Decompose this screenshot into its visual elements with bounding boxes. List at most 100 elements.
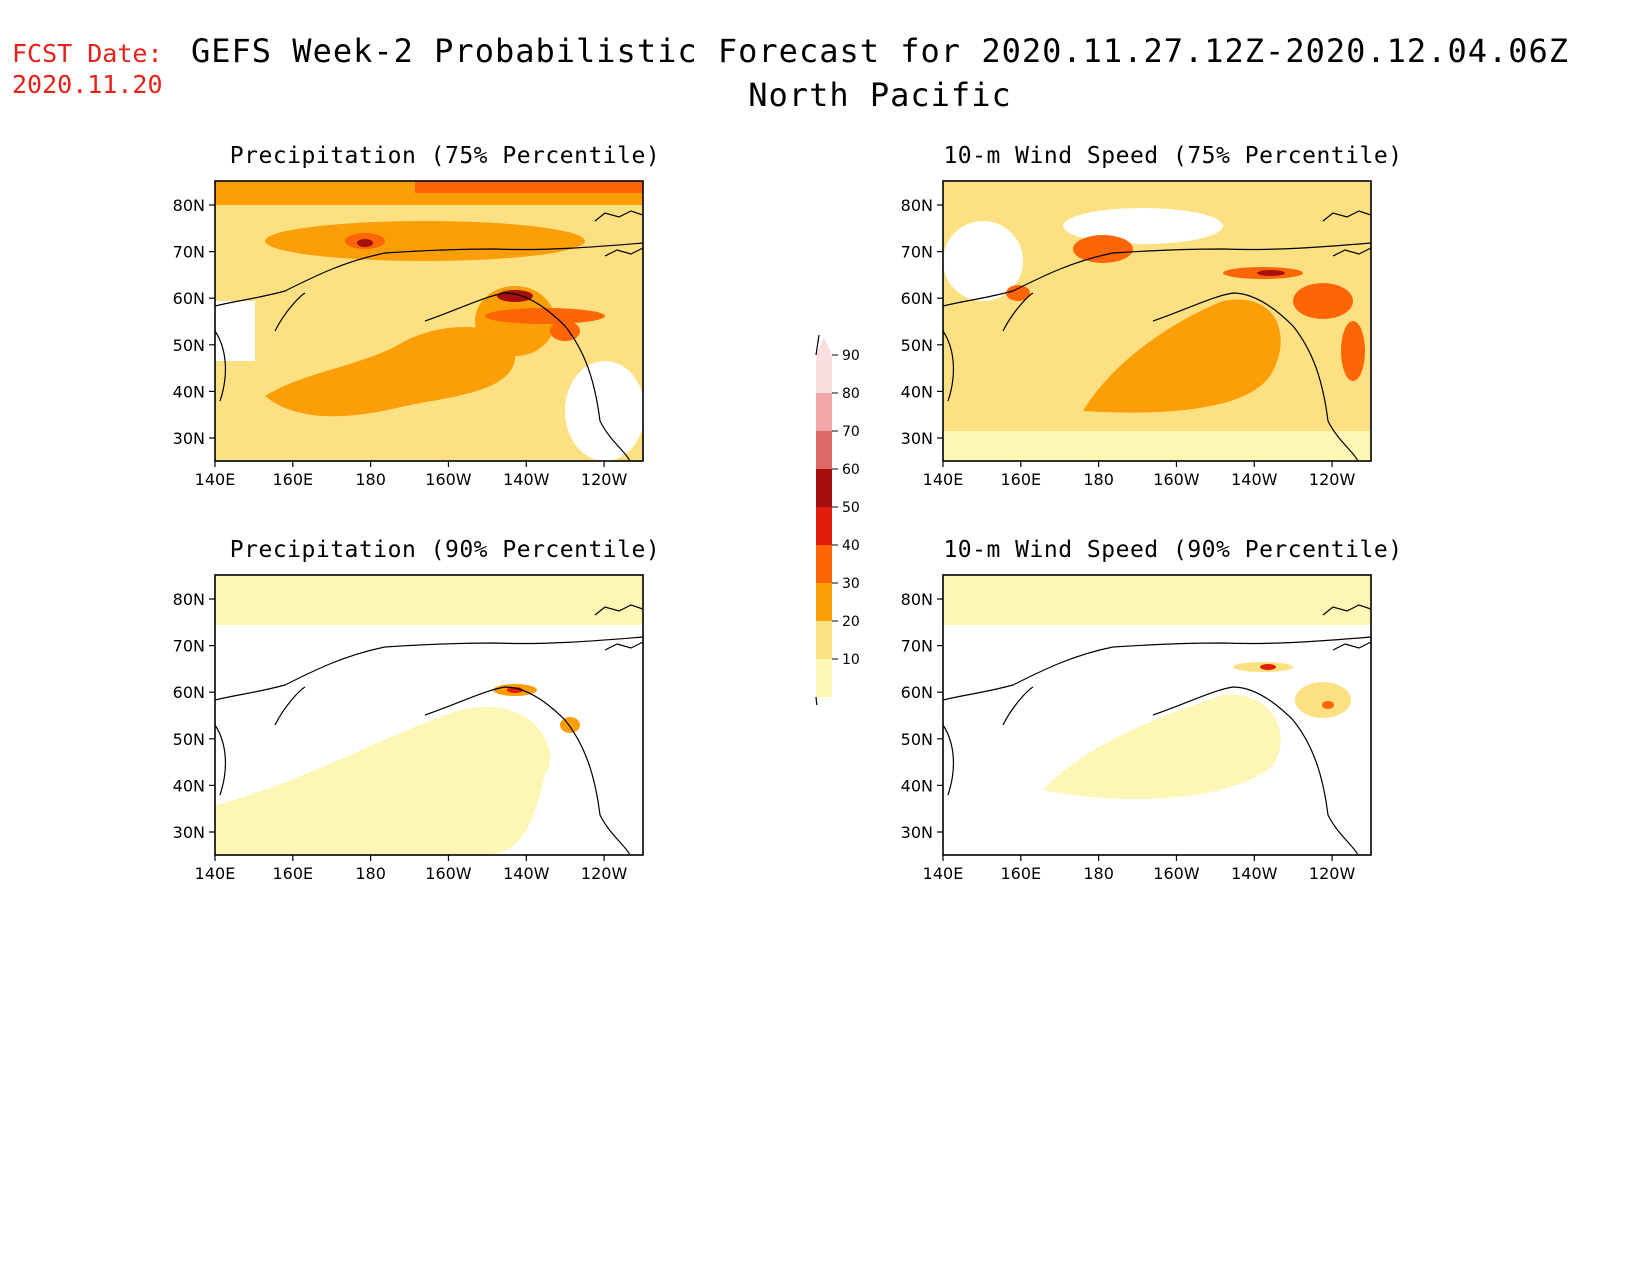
lat-label: 50N — [901, 730, 933, 749]
coastline — [1002, 292, 1034, 332]
legend-swatch — [816, 393, 832, 431]
lon-label: 160W — [1153, 470, 1200, 489]
lat-label: 60N — [901, 683, 933, 702]
lon-label: 180 — [355, 470, 386, 489]
lon-label: 160E — [272, 470, 313, 489]
coastline — [274, 686, 306, 726]
map-plot: 80N 70N 60N 50N 40N 30N 140E 160E 180 160W 140W 120… — [173, 180, 644, 489]
shade-40-east — [1293, 283, 1353, 319]
color-legend: 90 80 70 60 50 40 30 20 10 — [815, 335, 860, 705]
coastline — [943, 330, 954, 402]
shade-clear — [215, 301, 255, 361]
panel-title: Precipitation (75% Percentile) — [229, 143, 661, 169]
coastline — [943, 724, 954, 796]
map-frame — [942, 180, 1372, 462]
lat-label: 40N — [173, 776, 205, 795]
shade-clear-west — [943, 221, 1023, 301]
legend-swatch — [816, 355, 832, 393]
map-plot: 80N 70N 60N 50N 40N 30N 140E 160E 180 160W 140W 120… — [901, 180, 1372, 489]
legend-swatch — [816, 545, 832, 583]
panel-precip-75: Precipitation (75% Percentile) 80N 70N 60N… — [165, 143, 725, 563]
coastline — [1152, 292, 1359, 461]
shade-60-strait — [357, 239, 373, 247]
region-subtitle: North Pacific — [748, 76, 1012, 114]
lat-label: 40N — [173, 382, 205, 401]
lon-label: 140E — [195, 864, 236, 883]
legend-label: 10 — [842, 652, 860, 668]
legend-swatch — [816, 469, 832, 507]
shade-10-arctic — [943, 575, 1371, 625]
coastline — [215, 242, 643, 307]
legend-label: 30 — [842, 576, 860, 592]
panel-wind-75: 10-m Wind Speed (75% Percentile) 80N 70N 6… — [893, 143, 1453, 563]
coastline — [215, 330, 226, 402]
shade-30-band — [265, 221, 585, 261]
fcst-date-value: 2020.11.20 — [12, 70, 163, 99]
lon-label: 160W — [1153, 864, 1200, 883]
lon-label: 140E — [195, 470, 236, 489]
panel-title: 10-m Wind Speed (90% Percentile) — [943, 537, 1403, 563]
lat-label: 50N — [173, 336, 205, 355]
coastline — [1152, 686, 1359, 855]
shade-60-core — [1257, 270, 1285, 276]
lat-label: 30N — [173, 429, 205, 448]
lon-label: 140W — [1231, 470, 1278, 489]
lon-label: 140W — [1231, 864, 1278, 883]
coastline — [424, 686, 631, 855]
map-plot: 80N 70N 60N 50N 40N 30N 140E 160E 180 160W 140W 120… — [173, 574, 644, 883]
map-plot: 80N 70N 60N 50N 40N 30N 140E 160E 180 160W 140W 120… — [901, 574, 1372, 883]
page-title: GEFS Week-2 Probabilistic Forecast for 2… — [190, 32, 1570, 70]
map-frame — [214, 574, 644, 856]
map-frame — [214, 180, 644, 462]
lon-label: 160E — [1000, 470, 1041, 489]
lon-label: 140W — [503, 470, 550, 489]
lon-label: 160W — [425, 470, 472, 489]
coastline — [424, 292, 631, 461]
fcst-date-block: FCST Date: 2020.11.20 — [12, 38, 163, 100]
legend-swatch — [816, 507, 832, 545]
lon-label: 120W — [1309, 864, 1356, 883]
coastline — [1322, 604, 1371, 616]
coastline — [594, 210, 643, 222]
coastline — [604, 247, 643, 257]
shade-40-east — [1322, 701, 1334, 709]
legend-label: 90 — [842, 348, 860, 364]
lat-label: 50N — [901, 336, 933, 355]
lon-label: 160E — [1000, 864, 1041, 883]
shade-40-strait — [1073, 235, 1133, 263]
lon-label: 180 — [1083, 470, 1114, 489]
lat-label: 50N — [173, 730, 205, 749]
legend-label: 60 — [842, 462, 860, 478]
legend-label: 20 — [842, 614, 860, 630]
lon-label: 120W — [581, 470, 628, 489]
legend-label: 80 — [842, 386, 860, 402]
coastline — [1332, 641, 1371, 651]
lon-label: 160E — [272, 864, 313, 883]
shade-30-coast2 — [560, 717, 580, 733]
legend-swatch — [816, 621, 832, 659]
legend-label: 40 — [842, 538, 860, 554]
panel-title: Precipitation (90% Percentile) — [229, 537, 661, 563]
coastline — [594, 604, 643, 616]
shade-40-coast2 — [550, 321, 580, 341]
shade-50-core — [1260, 664, 1276, 670]
lat-label: 60N — [901, 289, 933, 308]
lat-label: 80N — [901, 590, 933, 609]
coastline — [215, 636, 643, 701]
shade-20-east — [1295, 682, 1351, 718]
shade-10-ocean — [215, 706, 551, 855]
shade-10-south — [943, 431, 1371, 461]
shade-10-ocean — [1043, 694, 1281, 800]
panel-title: 10-m Wind Speed (75% Percentile) — [943, 143, 1403, 169]
map-frame — [942, 574, 1372, 856]
lon-label: 180 — [355, 864, 386, 883]
lon-label: 140W — [503, 864, 550, 883]
lon-label: 180 — [1083, 864, 1114, 883]
legend-label: 70 — [842, 424, 860, 440]
lat-label: 70N — [901, 243, 933, 262]
coastline — [943, 242, 1371, 307]
lat-label: 80N — [901, 196, 933, 215]
shade-clear-east — [565, 361, 643, 461]
lat-label: 70N — [901, 637, 933, 656]
lon-label: 120W — [581, 864, 628, 883]
